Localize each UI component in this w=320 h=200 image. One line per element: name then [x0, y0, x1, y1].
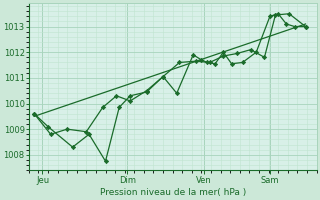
X-axis label: Pression niveau de la mer( hPa ): Pression niveau de la mer( hPa ): [100, 188, 246, 197]
